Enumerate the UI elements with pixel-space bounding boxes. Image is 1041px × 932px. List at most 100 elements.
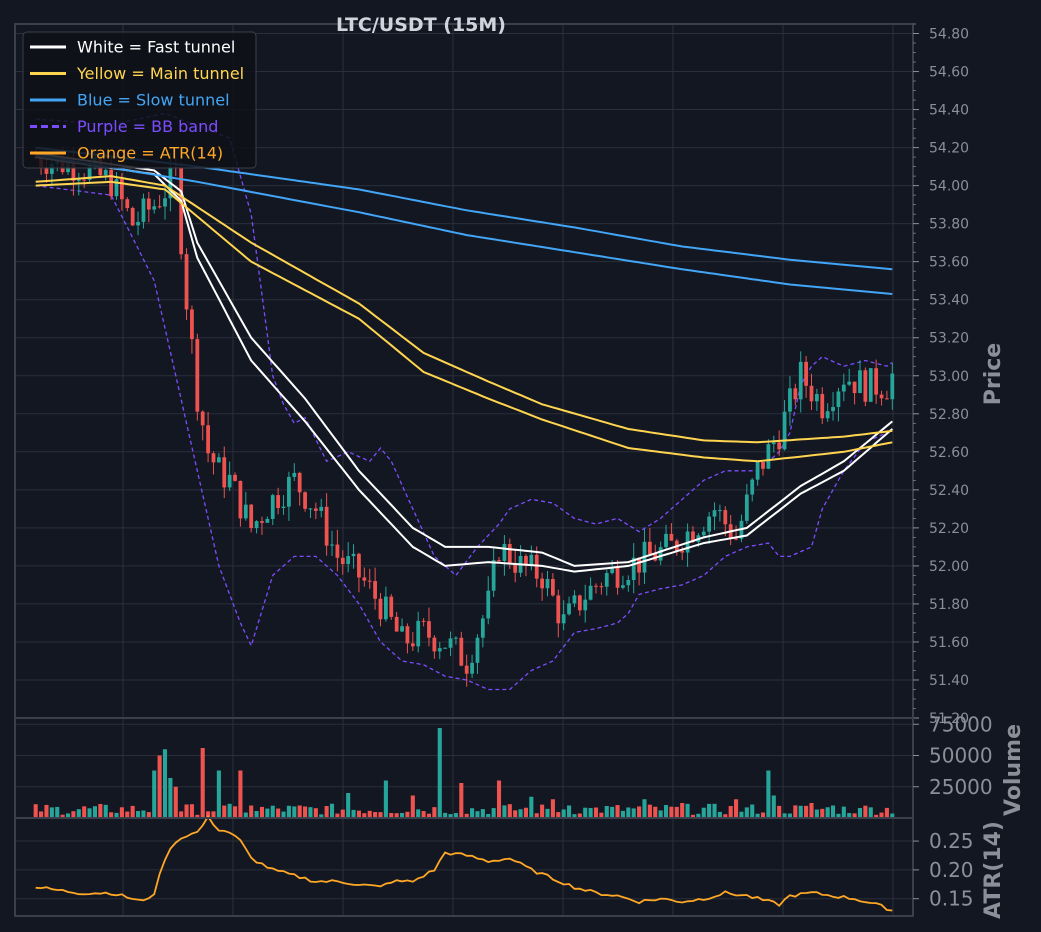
volume-bar xyxy=(599,812,604,818)
volume-bar xyxy=(658,810,663,818)
volume-bar xyxy=(216,770,221,818)
candle-body xyxy=(44,167,49,174)
volume-bar xyxy=(65,813,71,818)
bb-upper xyxy=(35,112,893,577)
volume-bar xyxy=(680,803,685,818)
bb-lower xyxy=(35,184,893,691)
volume-bar xyxy=(734,799,739,818)
candle-body xyxy=(626,579,631,586)
volume-bar xyxy=(766,770,771,818)
candle-body xyxy=(200,411,205,426)
candle-body xyxy=(136,221,140,226)
volume-bar xyxy=(162,749,168,818)
volume-bar xyxy=(852,813,857,818)
candle-body xyxy=(879,394,884,399)
volume-bar xyxy=(884,807,889,818)
price-tick-label: 53.60 xyxy=(929,255,969,271)
volume-bar xyxy=(663,805,669,818)
tunnel-slow-lower xyxy=(35,154,893,295)
legend: White = Fast tunnel Yellow = Main tunnel B… xyxy=(22,31,257,169)
volume-y-label: Volume xyxy=(1001,724,1026,816)
volume-bar xyxy=(383,780,388,818)
candle-body xyxy=(475,637,480,663)
volume-bar xyxy=(206,811,211,818)
volume-tick-label: 75000 xyxy=(929,712,993,736)
candle-body xyxy=(755,462,760,480)
atr-y-ticks: 0.15 0.20 0.25 xyxy=(913,829,974,911)
volume-bar xyxy=(399,812,405,818)
volume-bar xyxy=(787,813,792,818)
candle-body xyxy=(82,179,87,181)
price-tick-label: 54.20 xyxy=(929,141,969,157)
volume-bar xyxy=(362,813,367,818)
volume-bar xyxy=(723,814,728,818)
volume-bar xyxy=(771,795,776,818)
price-tick-label: 54.00 xyxy=(929,179,969,195)
volume-bar xyxy=(346,793,351,818)
atr-grid xyxy=(15,818,913,916)
volume-bar xyxy=(637,806,642,818)
volume-bar xyxy=(146,812,151,818)
volume-bar xyxy=(98,803,103,818)
volume-bar xyxy=(513,810,518,818)
candle-body xyxy=(890,373,895,400)
candle-body xyxy=(378,598,383,620)
candle-body xyxy=(125,199,130,208)
candle-body xyxy=(744,494,749,521)
volume-bar xyxy=(583,807,588,818)
volume-bar xyxy=(620,810,625,818)
candle-body xyxy=(572,595,577,604)
volume-bar xyxy=(114,812,119,818)
atr-line xyxy=(35,814,893,912)
volume-bar xyxy=(329,803,335,818)
price-tick-label: 52.60 xyxy=(929,445,969,461)
volume-bar xyxy=(373,812,378,818)
candle-body xyxy=(427,621,431,638)
volume-bar xyxy=(545,808,550,818)
candle-body xyxy=(631,557,636,580)
candle-body xyxy=(734,538,738,540)
volume-bar xyxy=(82,806,87,818)
bb-band xyxy=(35,112,893,691)
candle-body xyxy=(615,567,620,588)
volume-bar xyxy=(71,811,76,818)
price-tick-label: 54.80 xyxy=(929,27,969,43)
volume-bar xyxy=(270,805,275,818)
candle-body xyxy=(367,580,372,582)
candle-body xyxy=(216,457,221,463)
volume-bar xyxy=(841,806,846,818)
atr-tick-label: 0.15 xyxy=(929,887,974,911)
volume-bar xyxy=(690,814,696,818)
candle-body xyxy=(254,521,259,529)
candle-body xyxy=(49,163,54,174)
volume-bar xyxy=(243,812,248,818)
candle-body xyxy=(540,578,545,589)
volume-bar xyxy=(707,803,712,818)
candle-body xyxy=(809,385,814,402)
price-y-ticks: 51.20 51.40 51.60 51.80 52.00 52.20 52.40 52.60… xyxy=(913,23,969,727)
atr-series xyxy=(35,814,893,912)
candle-body xyxy=(480,618,485,638)
volume-bar xyxy=(647,804,652,818)
candle-body xyxy=(712,510,717,517)
volume-bar xyxy=(405,811,410,818)
volume-bar xyxy=(340,809,345,818)
candle-body xyxy=(437,648,442,652)
atr-y-label: ATR(14) xyxy=(981,821,1006,919)
volume-bar xyxy=(588,808,593,818)
candle-body xyxy=(459,637,464,666)
candle-body xyxy=(793,388,798,400)
volume-bar xyxy=(750,804,755,818)
candle-body xyxy=(432,637,437,652)
volume-bar xyxy=(87,808,92,818)
volume-bar xyxy=(319,814,324,818)
volume-bar xyxy=(480,809,485,818)
volume-bar xyxy=(798,805,803,818)
volume-bar xyxy=(626,807,631,818)
volume-bar xyxy=(804,805,809,818)
price-tick-label: 51.40 xyxy=(929,673,969,689)
candle-body xyxy=(513,564,518,573)
volume-bar xyxy=(556,812,561,818)
volume-bar xyxy=(76,809,81,818)
candle-body xyxy=(421,620,426,622)
